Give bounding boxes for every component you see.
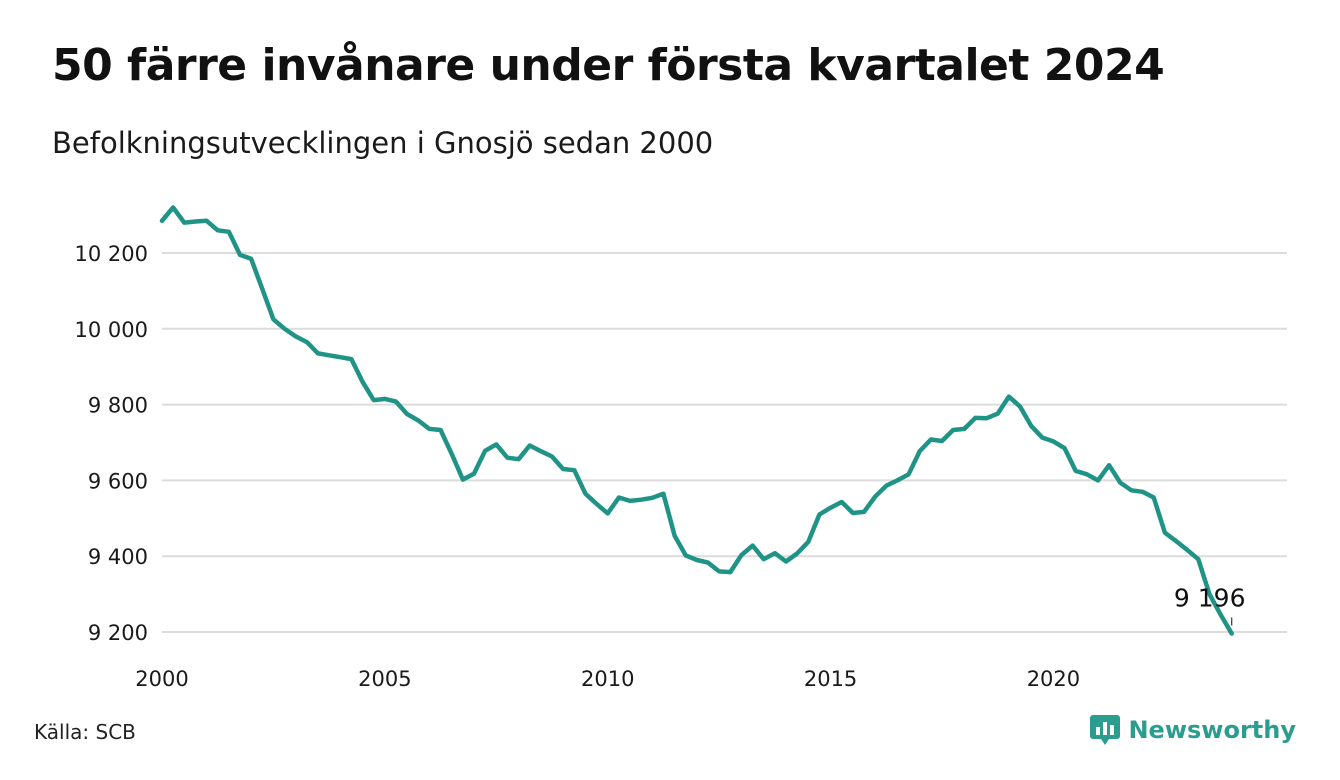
chart-title: 50 färre invånare under första kvartalet… — [52, 40, 1165, 91]
chart-subtitle: Befolkningsutvecklingen i Gnosjö sedan 2… — [52, 126, 714, 160]
y-tick-label: 9 800 — [88, 394, 148, 418]
y-tick-label: 10 200 — [75, 242, 148, 266]
y-tick-label: 9 600 — [88, 469, 148, 493]
x-tick-label: 2000 — [135, 667, 188, 691]
bar-chart-speech-bubble-icon — [1090, 715, 1121, 745]
x-tick-label: 2010 — [581, 667, 634, 691]
x-tick-label: 2015 — [804, 667, 857, 691]
brand-logo: Newsworthy — [1090, 714, 1296, 746]
brand-name: Newsworthy — [1128, 716, 1296, 744]
source-value: SCB — [95, 720, 136, 744]
y-axis: 9 200 9 400 9 600 9 800 10 000 10 200 — [75, 242, 148, 645]
annotation-layer: 9 196 — [1174, 584, 1246, 626]
annotation-label: 9 196 — [1174, 584, 1246, 613]
x-axis: 2000 2005 2010 2015 2020 — [135, 667, 1080, 691]
series-line — [159, 205, 1234, 636]
y-tick-label: 9 400 — [88, 545, 148, 569]
grid-lines — [162, 252, 1287, 633]
x-tick-label: 2005 — [358, 667, 411, 691]
x-tick-label: 2020 — [1027, 667, 1080, 691]
y-tick-label: 10 000 — [75, 318, 148, 342]
y-tick-label: 9 200 — [88, 621, 148, 645]
series-layer — [159, 205, 1234, 636]
source-label: Källa: — [34, 720, 90, 744]
source-note: Källa: SCB — [34, 720, 136, 744]
